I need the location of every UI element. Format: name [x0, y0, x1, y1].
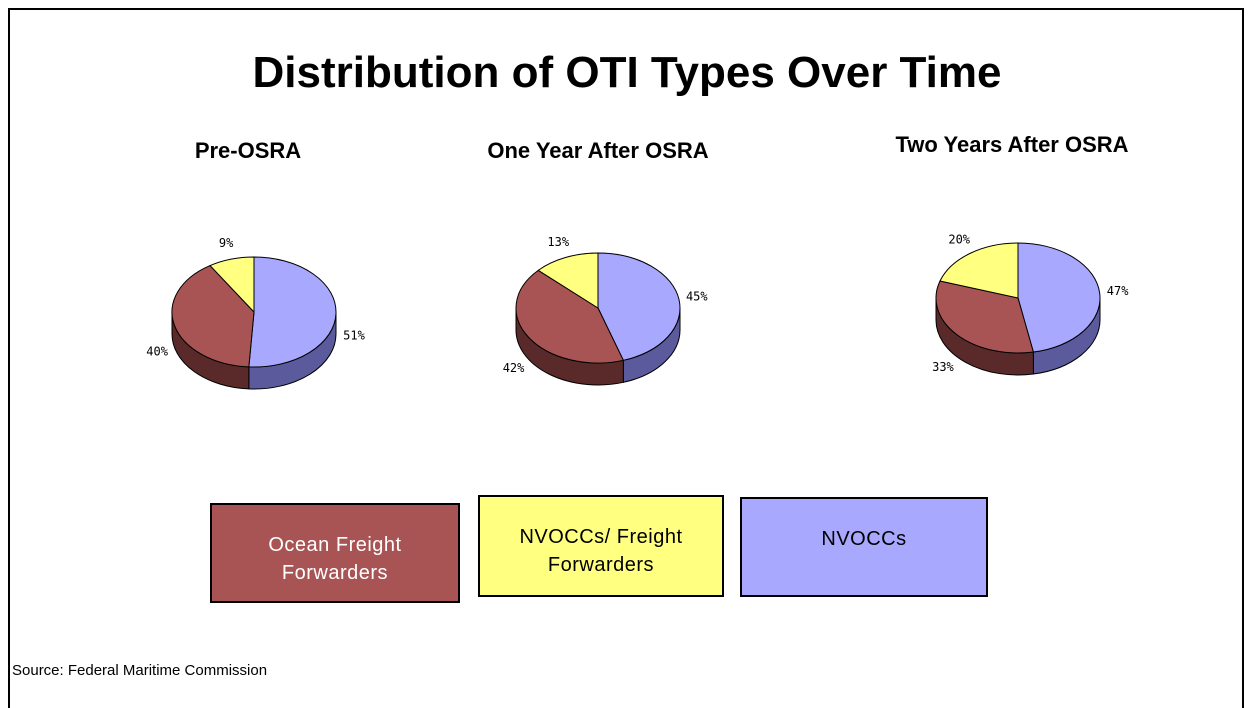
data-label: 47%: [1107, 284, 1129, 298]
data-label: 42%: [503, 361, 525, 375]
data-label: 45%: [686, 289, 708, 303]
source: Source: Federal Maritime Commission: [12, 662, 268, 679]
pie-title: Two Years After OSRA: [895, 132, 1128, 157]
pie-slice: [1017, 242, 1101, 353]
pie-slice: [248, 256, 337, 368]
pie-slice: [209, 256, 255, 314]
data-label: 20%: [948, 233, 970, 247]
pie-slice: [597, 252, 681, 361]
data-label: 13%: [547, 235, 569, 249]
data-label: 9%: [219, 236, 234, 250]
slide-frame: [8, 8, 1244, 708]
data-label: 40%: [146, 344, 168, 358]
slide-title: Distribution of OTI Types Over Time: [252, 48, 1002, 97]
pie-slice: [939, 242, 1019, 299]
pie-title: Pre-OSRA: [195, 138, 301, 163]
data-label: 51%: [343, 329, 365, 343]
pie-title: One Year After OSRA: [487, 138, 708, 163]
legend-item: Ocean Freight Forwarders: [210, 503, 460, 603]
data-label: 33%: [932, 360, 954, 374]
pie-slice: [515, 269, 625, 364]
pie-slice: [537, 252, 599, 309]
pie-slice: [935, 280, 1035, 354]
legend-item: NVOCCs/ Freight Forwarders: [478, 495, 724, 597]
legend-item: NVOCCs: [740, 497, 988, 597]
